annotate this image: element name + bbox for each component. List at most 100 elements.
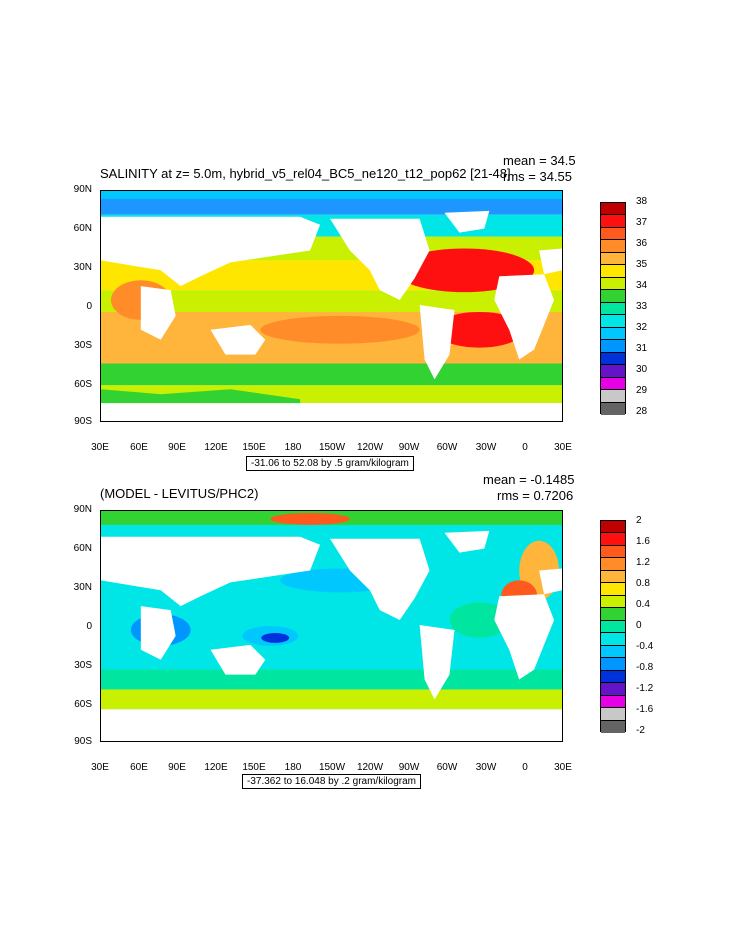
legend-label: 38 bbox=[636, 196, 648, 207]
legend-label: 36 bbox=[636, 238, 648, 249]
contour-range-label: -37.362 to 16.048 by .2 gram/kilogram bbox=[242, 774, 421, 789]
lon-label: 120W bbox=[356, 442, 384, 453]
difference-map-graphic bbox=[101, 511, 562, 741]
lon-label: 90E bbox=[168, 762, 186, 773]
legend-swatch bbox=[601, 240, 625, 253]
lat-label: 0 bbox=[86, 301, 92, 312]
lon-label: 120E bbox=[204, 442, 228, 453]
legend-swatch bbox=[601, 340, 625, 353]
legend-swatch bbox=[601, 327, 625, 341]
legend-swatch bbox=[601, 302, 625, 316]
lon-label: 0 bbox=[522, 762, 528, 773]
lon-label: 60E bbox=[130, 442, 148, 453]
lon-label: 0 bbox=[522, 442, 528, 453]
legend-label: 29 bbox=[636, 385, 648, 396]
lat-label: 30S bbox=[74, 340, 92, 351]
legend-swatch bbox=[601, 608, 625, 621]
lat-label: 90S bbox=[74, 416, 92, 427]
legend-swatch bbox=[601, 570, 625, 584]
rms-value: rms = 34.55 bbox=[503, 169, 573, 184]
legend-swatch bbox=[601, 633, 625, 646]
legend-swatch bbox=[601, 377, 625, 391]
map-title: SALINITY at z= 5.0m, hybrid_v5_rel04_BC5… bbox=[100, 166, 511, 181]
lat-label: 60N bbox=[73, 223, 92, 234]
legend-swatch bbox=[601, 227, 625, 241]
legend-swatch bbox=[601, 620, 625, 634]
legend-swatch bbox=[601, 533, 625, 546]
lon-label: 90E bbox=[168, 442, 186, 453]
lon-label: 180 bbox=[284, 442, 302, 453]
rms-value: rms = 0.7206 bbox=[497, 488, 574, 503]
legend-label: 0.8 bbox=[636, 578, 650, 589]
legend-swatch bbox=[601, 683, 625, 696]
legend-swatch bbox=[601, 695, 625, 709]
legend-label: -0.4 bbox=[636, 641, 654, 652]
legend-label: 1.6 bbox=[636, 536, 650, 547]
salinity-panel: mean = 34.5 SALINITY at z= 5.0m, hybrid_… bbox=[0, 150, 733, 471]
lon-label: 150E bbox=[242, 762, 266, 773]
legend-swatch bbox=[601, 390, 625, 403]
legend-label: -2 bbox=[636, 725, 645, 736]
mean-value: mean = 34.5 bbox=[503, 153, 576, 168]
salinity-map bbox=[100, 190, 563, 422]
lon-label: 30E bbox=[91, 762, 109, 773]
salinity-color-legend bbox=[600, 202, 626, 415]
legend-label: 34 bbox=[636, 280, 648, 291]
difference-map bbox=[100, 510, 563, 742]
legend-swatch bbox=[601, 720, 625, 733]
legend-swatch bbox=[601, 645, 625, 659]
lon-label: 90W bbox=[398, 442, 420, 453]
lat-label: 60N bbox=[73, 543, 92, 554]
lon-label: 30E bbox=[91, 442, 109, 453]
legend-swatch bbox=[601, 708, 625, 721]
lon-label: 60W bbox=[436, 442, 458, 453]
legend-label: 1.2 bbox=[636, 557, 650, 568]
legend-swatch bbox=[601, 365, 625, 378]
legend-label: 33 bbox=[636, 301, 648, 312]
legend-swatch bbox=[601, 402, 625, 415]
legend-label: 30 bbox=[636, 364, 648, 375]
difference-color-legend bbox=[600, 520, 626, 733]
legend-label: 35 bbox=[636, 259, 648, 270]
lat-label: 90S bbox=[74, 736, 92, 747]
legend-label: -0.8 bbox=[636, 662, 654, 673]
lon-label: 120E bbox=[204, 762, 228, 773]
legend-swatch bbox=[601, 352, 625, 366]
lon-label: 150E bbox=[242, 442, 266, 453]
map-title: (MODEL - LEVITUS/PHC2) bbox=[100, 486, 259, 501]
legend-label: 31 bbox=[636, 343, 648, 354]
lon-label: 60W bbox=[436, 762, 458, 773]
legend-swatch bbox=[601, 265, 625, 278]
legend-swatch bbox=[601, 583, 625, 596]
legend-swatch bbox=[601, 215, 625, 228]
contour-range-label: -31.06 to 52.08 by .5 gram/kilogram bbox=[246, 456, 414, 471]
lat-label: 0 bbox=[86, 621, 92, 632]
lon-label: 120W bbox=[356, 762, 384, 773]
legend-label: 37 bbox=[636, 217, 648, 228]
mean-value: mean = -0.1485 bbox=[483, 472, 575, 487]
legend-swatch bbox=[601, 658, 625, 671]
legend-swatch bbox=[601, 252, 625, 266]
legend-swatch bbox=[601, 558, 625, 571]
salinity-map-graphic bbox=[101, 191, 562, 421]
lat-label: 90N bbox=[73, 184, 92, 195]
lon-label: 60E bbox=[130, 762, 148, 773]
legend-swatch bbox=[601, 315, 625, 328]
legend-label: 28 bbox=[636, 406, 648, 417]
lat-label: 30N bbox=[73, 262, 92, 273]
legend-label: 32 bbox=[636, 322, 648, 333]
lon-label: 30E bbox=[554, 442, 572, 453]
lon-label: 30W bbox=[475, 442, 497, 453]
lon-label: 90W bbox=[398, 762, 420, 773]
lon-label: 30W bbox=[475, 762, 497, 773]
lat-label: 30N bbox=[73, 582, 92, 593]
lon-label: 150W bbox=[318, 442, 346, 453]
lat-label: 60S bbox=[74, 699, 92, 710]
lon-label: 150W bbox=[318, 762, 346, 773]
legend-swatch bbox=[601, 545, 625, 559]
legend-swatch bbox=[601, 595, 625, 609]
legend-swatch bbox=[601, 670, 625, 684]
legend-label: 0 bbox=[636, 620, 642, 631]
legend-swatch bbox=[601, 203, 625, 216]
legend-label: 0.4 bbox=[636, 599, 650, 610]
